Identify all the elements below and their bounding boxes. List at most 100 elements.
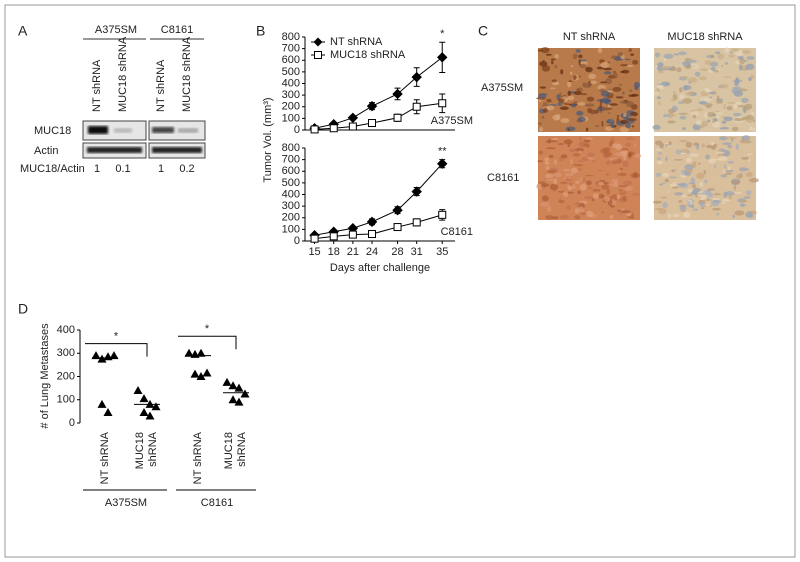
tissue-texture (541, 115, 545, 119)
tissue-texture (714, 112, 723, 115)
tissue-texture (695, 120, 702, 126)
tissue-texture (696, 143, 700, 150)
tissue-texture (602, 67, 612, 71)
tissue-texture (706, 203, 710, 207)
tissue-texture (662, 182, 666, 184)
tissue-texture (611, 143, 621, 149)
legend-marker (313, 37, 323, 47)
tissue-texture (631, 125, 635, 128)
marker (202, 368, 212, 377)
tissue-texture (708, 158, 716, 164)
tissue-texture (679, 94, 685, 100)
tissue-texture (625, 122, 631, 129)
marker (438, 210, 447, 219)
tissue-texture (555, 113, 561, 121)
tissue-texture (667, 213, 672, 219)
tissue-texture (618, 189, 623, 192)
tissue-texture (704, 60, 712, 65)
tissue-texture (546, 206, 552, 213)
tissue-texture (578, 150, 582, 154)
tissue-texture (706, 189, 712, 192)
y-tick-label: 400 (282, 77, 300, 89)
tissue-texture (558, 198, 562, 201)
tissue-texture (626, 100, 634, 108)
frame (4, 4, 796, 558)
tissue-texture (616, 209, 622, 212)
legend-label: NT shRNA (330, 36, 383, 48)
tissue-texture (600, 81, 608, 84)
tissue-texture (560, 118, 570, 124)
tissue-texture (654, 52, 661, 58)
tissue-texture (657, 62, 664, 68)
tissue-texture (616, 114, 620, 118)
tissue-texture (594, 125, 600, 127)
tissue-texture (588, 73, 597, 80)
tissue-texture (723, 116, 733, 122)
tissue-texture (618, 83, 623, 86)
tissue-texture (721, 120, 727, 124)
tissue-texture (562, 169, 571, 171)
tissue-texture (727, 137, 738, 140)
marker (103, 408, 113, 417)
marker (190, 369, 200, 378)
tissue-texture (685, 91, 695, 96)
lane-label: NT shRNA (155, 59, 167, 112)
tissue-texture (629, 89, 633, 93)
tissue-texture (583, 143, 590, 147)
tissue-texture (606, 173, 609, 176)
tissue-texture (605, 160, 612, 166)
marker (109, 351, 119, 360)
tissue-texture (585, 66, 593, 73)
tissue-texture (614, 125, 617, 128)
tissue-texture (741, 136, 744, 142)
tissue-texture (573, 163, 584, 167)
marker (228, 395, 238, 404)
tissue-texture (568, 80, 573, 83)
tissue-texture (567, 90, 572, 96)
tissue-texture (735, 143, 739, 151)
tissue-texture (731, 180, 741, 185)
tissue-texture (545, 174, 555, 179)
tissue-texture (546, 105, 555, 111)
tissue-texture (579, 184, 587, 191)
tissue-texture (745, 117, 755, 124)
x-tick-label: 24 (366, 246, 378, 258)
tissue-texture (622, 91, 625, 95)
tissue-texture (626, 64, 634, 68)
tissue-texture (750, 74, 754, 79)
marker (139, 408, 149, 417)
tissue-texture (577, 160, 583, 163)
tissue-texture (731, 126, 739, 132)
y-tick-label: 300 (282, 200, 300, 212)
tissue-texture (699, 181, 704, 187)
tissue-texture (560, 154, 568, 159)
tissue-texture (557, 102, 562, 106)
tissue-texture (632, 193, 640, 196)
tissue-texture (551, 60, 554, 65)
tissue-texture (652, 124, 661, 130)
tissue-texture (549, 140, 559, 143)
tissue-texture (739, 167, 748, 172)
tissue-texture (591, 159, 596, 163)
tissue-texture (600, 107, 610, 111)
tissue-texture (544, 161, 550, 165)
group-label: C8161 (201, 497, 233, 509)
y-tick-label: 500 (282, 177, 300, 189)
panel-label: D (18, 301, 28, 317)
legend-marker (314, 51, 322, 59)
tissue-texture (701, 143, 705, 148)
tissue-texture (703, 170, 707, 175)
row-label: C8161 (487, 172, 519, 184)
tissue-texture (633, 172, 638, 178)
tissue-texture (630, 111, 638, 117)
tissue-texture (672, 168, 677, 171)
tissue-texture (671, 186, 679, 189)
tissue-texture (550, 58, 556, 61)
column-label: NT shRNA (563, 31, 616, 43)
tissue-texture (716, 212, 720, 216)
x-tick-label: 21 (347, 246, 359, 258)
y-tick-label: 0 (294, 235, 300, 247)
tissue-texture (560, 181, 568, 185)
y-tick-label: 800 (282, 142, 300, 154)
tissue-texture (707, 119, 711, 123)
